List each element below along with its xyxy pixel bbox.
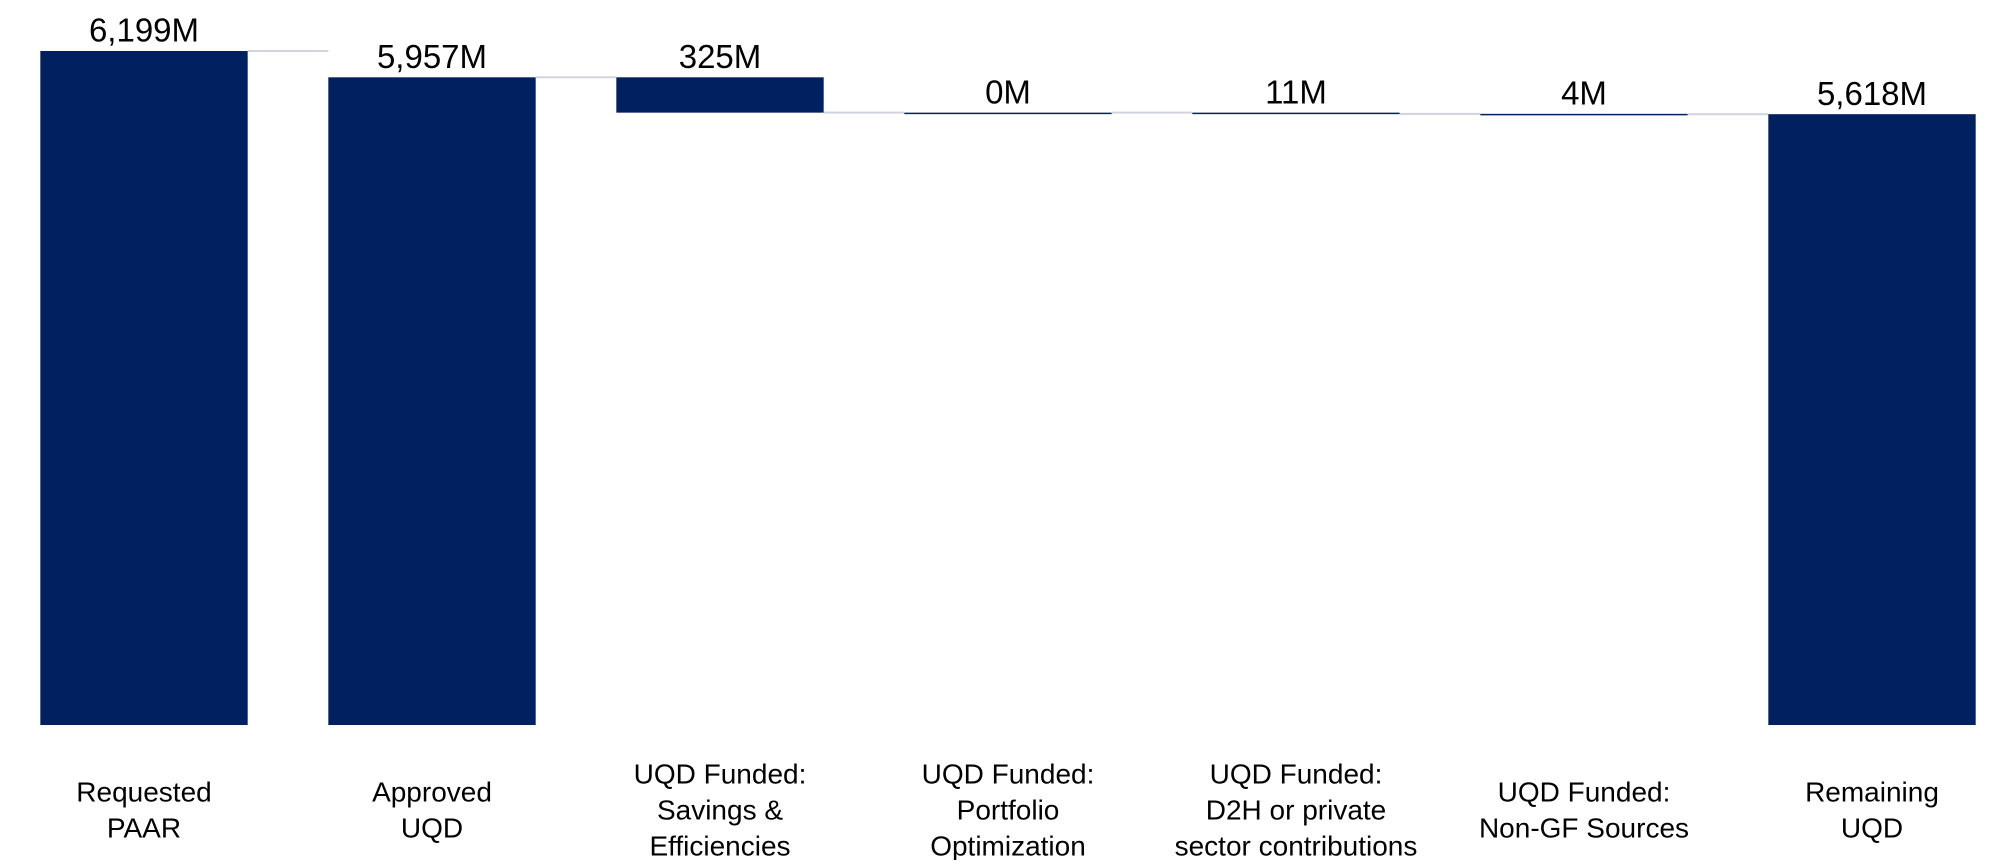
category-label: PAAR xyxy=(107,812,181,843)
value-label: 325M xyxy=(679,38,762,75)
bar xyxy=(904,112,1112,115)
category-label: UQD xyxy=(1841,812,1903,843)
category-label: UQD Funded: xyxy=(1210,758,1383,789)
category-label: Efficiencies xyxy=(649,830,790,860)
category-label: Requested xyxy=(76,776,211,807)
category-label: D2H or private xyxy=(1206,794,1387,825)
category-label: UQD Funded: xyxy=(922,758,1095,789)
value-label: 0M xyxy=(985,73,1031,110)
value-label: 4M xyxy=(1561,75,1607,112)
bar xyxy=(40,51,248,725)
value-label: 5,957M xyxy=(377,38,487,75)
bar xyxy=(1192,112,1400,115)
bar xyxy=(1768,114,1976,725)
bar xyxy=(1480,113,1688,116)
category-label: Portfolio xyxy=(957,794,1060,825)
category-label: sector contributions xyxy=(1175,830,1418,860)
value-label: 5,618M xyxy=(1817,75,1927,112)
bar xyxy=(328,77,536,725)
category-label: UQD Funded: xyxy=(634,758,807,789)
category-label: Optimization xyxy=(930,830,1086,860)
category-label: Non-GF Sources xyxy=(1479,812,1689,843)
value-label: 6,199M xyxy=(89,12,199,49)
bar xyxy=(616,77,824,113)
category-label: Savings & xyxy=(657,794,783,825)
category-label: Remaining xyxy=(1805,776,1939,807)
category-label: Approved xyxy=(372,776,492,807)
category-label: UQD xyxy=(401,812,463,843)
category-label: UQD Funded: xyxy=(1498,776,1671,807)
value-label: 11M xyxy=(1265,73,1327,110)
